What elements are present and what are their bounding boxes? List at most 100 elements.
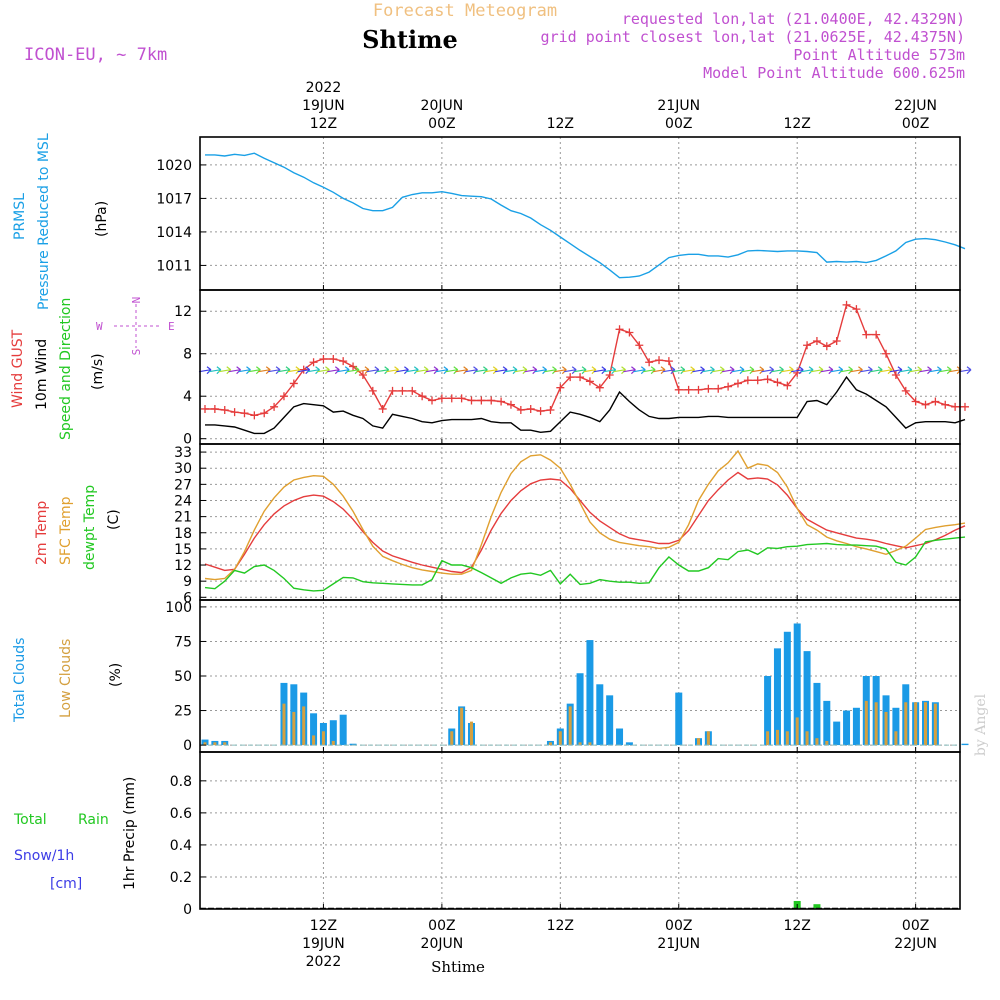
gust-marker xyxy=(467,396,476,405)
gust-marker xyxy=(250,411,259,420)
gust-marker xyxy=(358,370,367,379)
gust-marker xyxy=(724,382,733,391)
gust-marker xyxy=(882,349,891,358)
low-cloud-bar xyxy=(924,702,928,746)
top-hour-label: 00Z xyxy=(665,116,692,132)
bottom-hour-label: 12Z xyxy=(547,918,574,934)
total-cloud-bar xyxy=(576,673,584,746)
gust-marker xyxy=(931,397,940,406)
low-cloud-bar xyxy=(894,731,898,746)
gust-marker xyxy=(516,406,525,415)
gust-marker xyxy=(872,330,881,339)
low-cloud-bar xyxy=(568,706,572,746)
gust-marker xyxy=(319,355,328,364)
y-tick-label: 30 xyxy=(174,461,192,477)
y-tick-label: 0 xyxy=(183,738,192,754)
label-dewpt-temp: dewpt Temp xyxy=(82,485,98,570)
gridpoint-coords: grid point closest lon,lat (21.0625E, 42… xyxy=(541,28,965,46)
grid-lines xyxy=(200,137,960,910)
gust-marker xyxy=(911,397,920,406)
low-cloud-bar xyxy=(914,702,918,746)
gust-marker xyxy=(951,402,960,411)
low-cloud-bar xyxy=(697,738,700,746)
total-cloud-bar xyxy=(813,682,821,746)
low-cloud-bar xyxy=(321,731,325,746)
low-cloud-bar xyxy=(292,711,296,746)
gust-marker xyxy=(368,386,377,395)
gust-marker xyxy=(388,386,397,395)
y-tick-label: 15 xyxy=(174,542,192,558)
y-tick-label: 9 xyxy=(183,574,192,590)
low-cloud-bar xyxy=(302,706,306,746)
y-tick-label: 100 xyxy=(165,600,192,616)
label-low-clouds: Low Clouds xyxy=(58,639,74,718)
low-cloud-bar xyxy=(933,703,937,746)
y-tick-label: 12 xyxy=(174,304,192,320)
gust-marker xyxy=(329,355,338,364)
bottom-date-label: 20JUN xyxy=(421,936,464,952)
low-cloud-bar xyxy=(223,742,227,746)
gust-marker xyxy=(497,397,506,406)
gust-marker xyxy=(398,386,407,395)
gust-marker xyxy=(655,356,664,365)
gust-marker xyxy=(526,404,535,413)
label-hpa: (hPa) xyxy=(94,201,110,237)
gust-marker xyxy=(891,370,900,379)
gust-marker xyxy=(220,406,229,415)
gust-marker xyxy=(783,381,792,390)
gust-marker xyxy=(595,383,604,392)
gust-marker xyxy=(299,365,308,374)
low-cloud-bar xyxy=(588,742,592,746)
gust-marker xyxy=(378,404,387,413)
total-cloud-bar xyxy=(961,743,969,746)
bottom-hour-label: 00Z xyxy=(428,918,455,934)
panel-frame xyxy=(199,136,961,291)
total-cloud-bar xyxy=(764,676,772,746)
total-cloud-bar xyxy=(675,692,683,746)
low-cloud-bar xyxy=(795,717,799,746)
gust-marker xyxy=(753,376,762,385)
label-cm: [cm] xyxy=(50,876,82,892)
low-cloud-bar xyxy=(460,707,464,746)
low-cloud-bar xyxy=(864,700,868,746)
low-cloud-bar xyxy=(805,731,809,746)
top-date-label: 20JUN xyxy=(421,98,464,114)
gust-marker xyxy=(812,336,821,345)
top-date-label: 22JUN xyxy=(894,98,937,114)
location-title: Shtime xyxy=(362,25,458,54)
gust-marker xyxy=(803,341,812,350)
gust-marker xyxy=(566,373,575,382)
label-speed-direction: Speed and Direction xyxy=(58,298,74,440)
label-pressure-msl: Pressure Reduced to MSL xyxy=(36,133,52,310)
total-cloud-bar xyxy=(329,720,337,746)
top-hour-label: 12Z xyxy=(783,116,810,132)
series-line-1 xyxy=(204,449,966,581)
total-cloud-bar xyxy=(616,728,624,746)
model-point-altitude: Model Point Altitude 600.625m xyxy=(703,64,965,82)
y-tick-label: 27 xyxy=(174,477,192,493)
panel-frame xyxy=(199,751,961,910)
bottom-hour-label: 12Z xyxy=(783,918,810,934)
gust-marker xyxy=(279,392,288,401)
gust-marker xyxy=(506,400,515,409)
gust-marker xyxy=(714,384,723,393)
gust-marker xyxy=(240,409,249,418)
total-cloud-bar xyxy=(625,742,633,746)
requested-coords: requested lon,lat (21.0400E, 42.4329N) xyxy=(622,10,965,28)
gust-marker xyxy=(625,328,634,337)
low-cloud-bar xyxy=(815,738,819,746)
low-cloud-bar xyxy=(904,702,908,746)
label-total-clouds: Total Clouds xyxy=(12,638,28,723)
bottom-date-label: 22JUN xyxy=(894,936,937,952)
label-rain: Rain xyxy=(78,812,109,828)
gust-marker xyxy=(487,396,496,405)
gust-marker xyxy=(694,385,703,394)
low-cloud-bar xyxy=(558,731,562,746)
pressure-labels: PRMSL Pressure Reduced to MSL (hPa) xyxy=(12,133,110,310)
gust-marker xyxy=(230,408,239,417)
gust-marker xyxy=(743,376,752,385)
bottom-date-label: 19JUN xyxy=(302,936,345,952)
y-tick-label: 1011 xyxy=(156,258,192,274)
gust-marker xyxy=(576,373,585,382)
